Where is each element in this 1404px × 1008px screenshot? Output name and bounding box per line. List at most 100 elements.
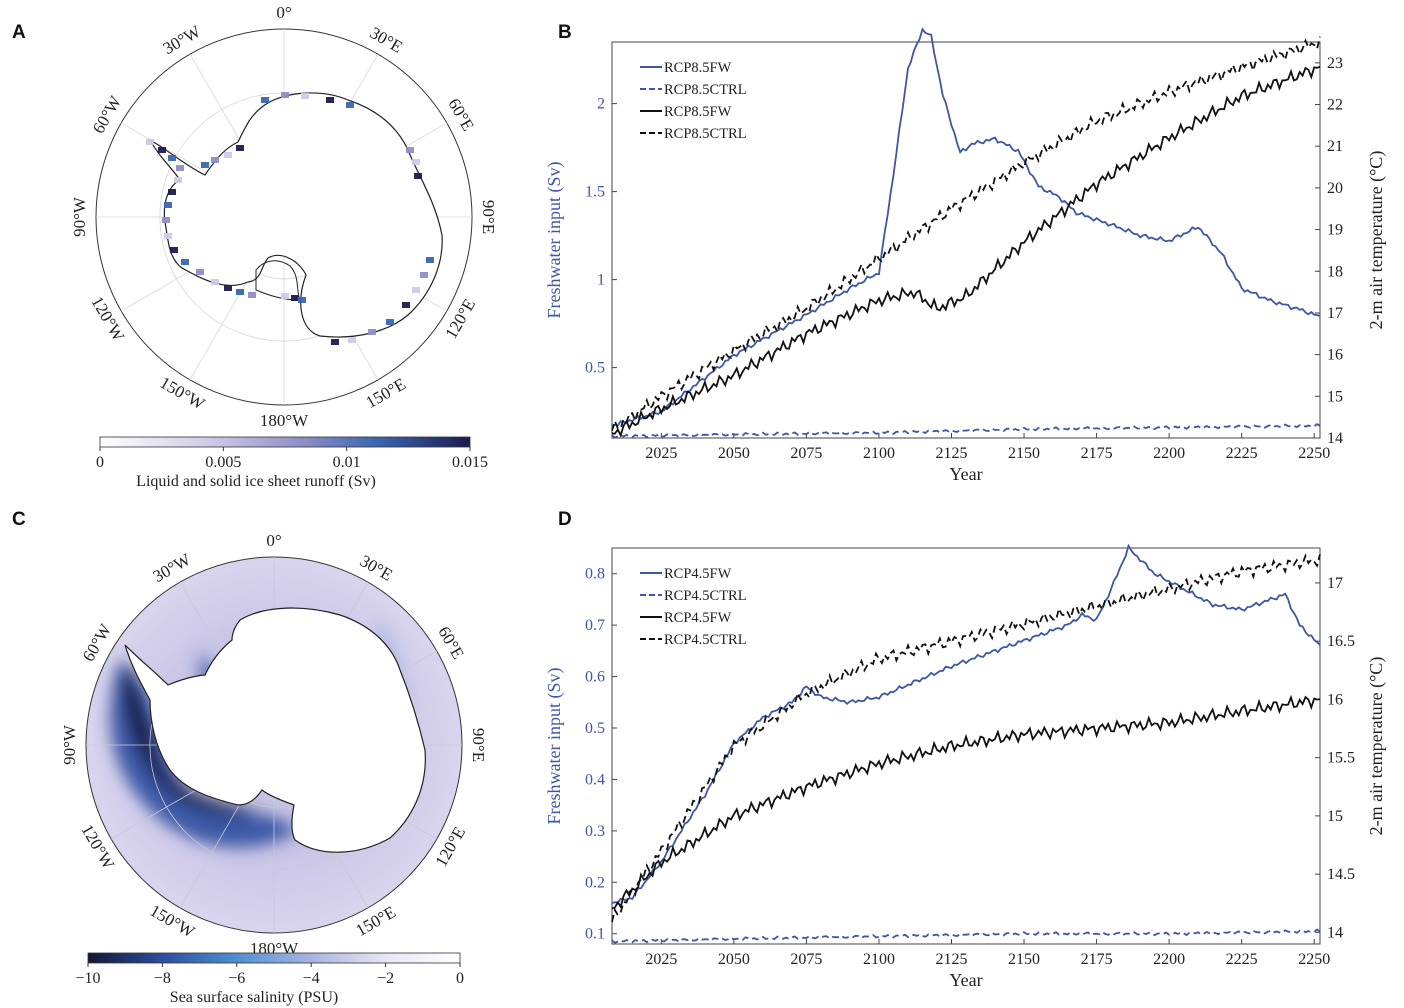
runoff-cell (211, 279, 219, 285)
runoff-cell (181, 259, 189, 265)
colorbar-tick-label: −4 (303, 970, 320, 987)
y-right-tick-label: 22 (1327, 97, 1343, 114)
y-right-tick-label: 14 (1327, 430, 1343, 447)
runoff-cell (146, 139, 154, 145)
y-left-tick-label: 0.5 (585, 360, 605, 377)
runoff-cell (326, 97, 334, 103)
runoff-cell (426, 257, 434, 263)
panel-label-a: A (12, 22, 26, 43)
colorbar-tick-label: −8 (154, 970, 171, 987)
runoff-map: 0°30°E60°E90°E120°E150°E180°W150°W120°W9… (70, 3, 498, 430)
runoff-cell (224, 152, 232, 158)
x-tick-label: 2250 (1298, 951, 1330, 968)
colorbar-tick-label: 0.005 (205, 454, 241, 471)
runoff-cell (412, 287, 420, 293)
colorbar-tick-label: 0.01 (333, 454, 361, 471)
colorbar-label-a: Liquid and solid ice sheet runoff (Sv) (136, 473, 376, 490)
y-left-tick-label: 0.1 (585, 926, 605, 943)
runoff-cell (236, 145, 244, 151)
y-left-tick-label: 0.6 (585, 669, 605, 686)
x-tick-label: 2200 (1153, 445, 1185, 462)
y-right-tick-label: 21 (1327, 138, 1343, 155)
runoff-cell (346, 102, 354, 108)
longitude-label: 90°E (469, 728, 488, 762)
x-tick-label: 2150 (1008, 445, 1040, 462)
colorbar-a (99, 436, 471, 448)
series-line-rcp8-5fw (611, 65, 1321, 438)
runoff-cell (158, 147, 166, 153)
x-tick-label: 2175 (1081, 445, 1113, 462)
x-tick-label: 2025 (645, 445, 677, 462)
series-line-rcp8-5ctrl (611, 423, 1321, 439)
y-right-tick-label: 14 (1327, 924, 1343, 941)
series-line-rcp4-5fw (611, 694, 1321, 910)
y-left-tick-label: 2 (597, 96, 605, 113)
colorbar-tick-label: 0.015 (452, 454, 488, 471)
legend-entry: RCP8.5FW (664, 60, 732, 76)
y-right-tick-label: 15 (1327, 808, 1343, 825)
runoff-cell (162, 217, 170, 223)
runoff-cell (386, 319, 394, 325)
y-left-tick-label: 0.3 (585, 823, 605, 840)
ross-ice-shelf-a (255, 260, 301, 301)
x-axis-label: Year (949, 970, 982, 990)
runoff-cell (170, 247, 178, 253)
y-right-tick-label: 16 (1327, 347, 1343, 364)
colorbar-tick-label: −2 (377, 970, 394, 987)
runoff-cell (224, 285, 232, 291)
colorbar-tick-label: 0 (96, 454, 104, 471)
plot-frame (611, 547, 1321, 945)
x-tick-label: 2175 (1081, 951, 1113, 968)
panel-label-b: B (558, 22, 572, 43)
runoff-cell (298, 297, 306, 303)
series-line-rcp4-5fw (611, 543, 1321, 905)
x-tick-label: 2050 (718, 951, 750, 968)
longitude-label: 180°W (260, 411, 309, 430)
antarctica-outline-c (124, 607, 426, 853)
runoff-cell (236, 289, 244, 295)
legend-entry: RCP4.5FW (664, 610, 732, 626)
longitude-label: 0° (276, 3, 291, 22)
longitude-label: 90°E (479, 200, 498, 234)
y-right-tick-label: 17 (1327, 305, 1343, 322)
y-left-tick-label: 0.2 (585, 874, 605, 891)
antarctica-outline-a (148, 92, 443, 338)
x-tick-label: 2250 (1298, 445, 1330, 462)
chart-b: 2025 2050 2075 2100 2125 2150 2175 2200 2225 2250… (544, 27, 1387, 484)
colorbar-ticks-a: 0 0.005 0.01 0.015 (96, 447, 488, 471)
runoff-cell (168, 155, 176, 161)
panel-label-d: D (558, 509, 572, 530)
y-right-tick-label: 14.5 (1327, 866, 1355, 883)
x-tick-label: 2225 (1226, 951, 1258, 968)
runoff-cell (176, 165, 184, 171)
runoff-cell (281, 293, 289, 299)
x-tick-label: 2100 (863, 951, 895, 968)
runoff-cell (331, 339, 339, 345)
longitude-label: 0° (266, 531, 281, 550)
runoff-cell (368, 329, 376, 335)
legend-entry: RCP8.5FW (664, 104, 732, 120)
legend-entry: RCP8.5CTRL (664, 126, 747, 142)
y-left-tick-label: 1.5 (585, 184, 605, 201)
x-tick-label: 2075 (790, 951, 822, 968)
runoff-cell (348, 337, 356, 343)
y-right-axis-label: 2-m air temperature (°C) (1366, 657, 1387, 836)
runoff-cell (164, 202, 172, 208)
legend-entry: RCP8.5CTRL (664, 82, 747, 98)
x-axis-label: Year (949, 464, 982, 484)
runoff-cell (164, 233, 172, 239)
runoff-cell (291, 295, 299, 301)
colorbar-tick-label: 0 (456, 970, 464, 987)
y-left-tick-label: 0.7 (585, 617, 605, 634)
colorbar-ticks-c: −10 −8 −6 −4 −2 0 (75, 963, 464, 987)
colorbar-label-c: Sea surface salinity (PSU) (170, 989, 338, 1006)
runoff-cell (414, 173, 422, 179)
salinity-map: 0°30°E60°E90°E120°E150°E180°W150°W120°W9… (60, 531, 488, 958)
runoff-cell (412, 159, 420, 165)
series-line-rcp4-5ctrl (611, 553, 1321, 923)
runoff-cell (420, 272, 428, 278)
y-right-axis-label: 2-m air temperature (°C) (1366, 151, 1387, 330)
plot-frame (611, 41, 1321, 439)
longitude-label: 90°W (60, 724, 79, 765)
